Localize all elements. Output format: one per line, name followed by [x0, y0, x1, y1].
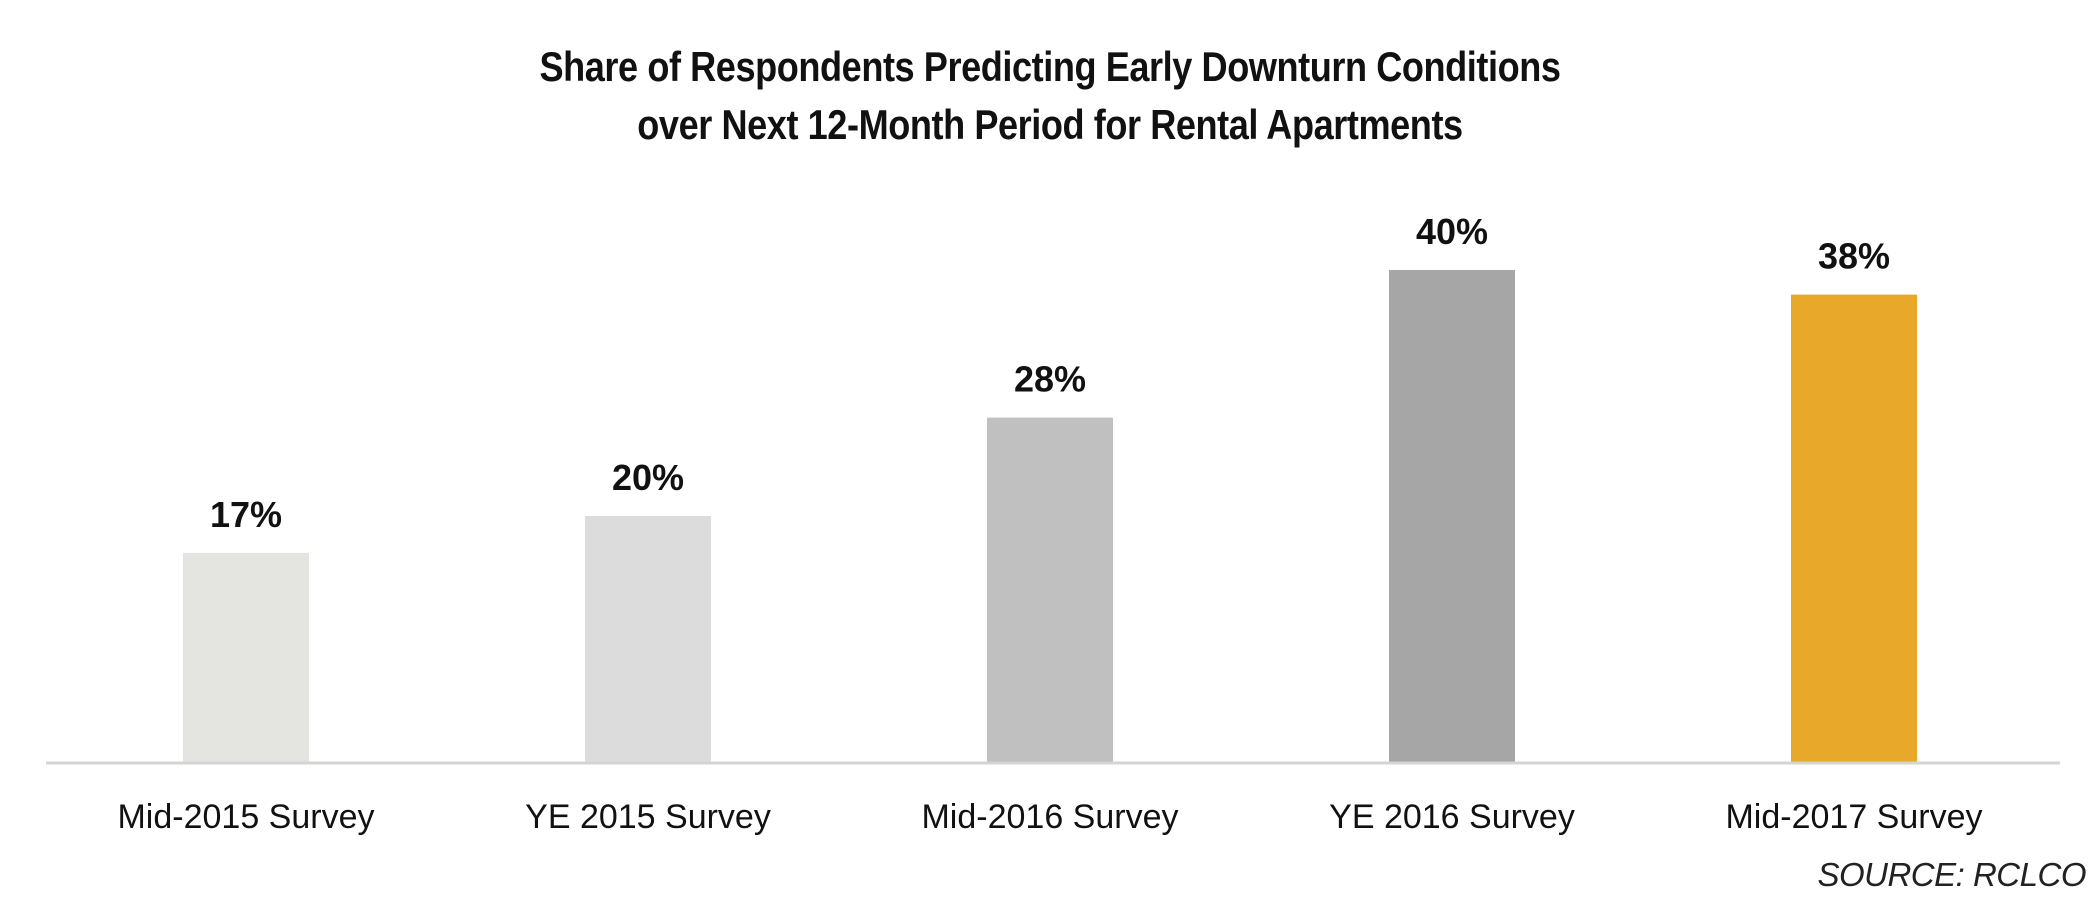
chart-title-line-2: over Next 12-Month Period for Rental Apa… [637, 101, 1463, 148]
data-label-5: 38% [1818, 236, 1890, 277]
category-label-3: Mid-2016 Survey [921, 798, 1178, 836]
category-label-4: YE 2016 Survey [1329, 798, 1575, 836]
bar-3 [987, 417, 1113, 762]
source-note: SOURCE: RCLCO [1817, 856, 2086, 893]
chart-title-line-1: Share of Respondents Predicting Early Do… [539, 43, 1561, 90]
bar-4 [1389, 270, 1515, 762]
data-label-1: 17% [210, 494, 282, 535]
bar-1 [183, 552, 309, 762]
data-label-3: 28% [1014, 359, 1086, 400]
chart-title: Share of Respondents Predicting Early Do… [0, 38, 2100, 154]
category-label-2: YE 2015 Survey [525, 798, 771, 836]
category-label-5: Mid-2017 Survey [1725, 798, 1982, 836]
data-label-2: 20% [612, 457, 684, 498]
data-label-4: 40% [1416, 211, 1488, 252]
bar-2 [585, 516, 711, 762]
bar-5 [1791, 294, 1917, 762]
category-label-1: Mid-2015 Survey [117, 798, 374, 836]
